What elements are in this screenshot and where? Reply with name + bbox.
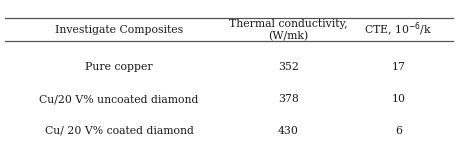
Text: Cu/ 20 V% coated diamond: Cu/ 20 V% coated diamond (44, 126, 194, 135)
Text: 352: 352 (278, 63, 299, 72)
Text: Investigate Composites: Investigate Composites (55, 25, 183, 35)
Text: Pure copper: Pure copper (85, 63, 153, 72)
Text: Cu/20 V% uncoated diamond: Cu/20 V% uncoated diamond (39, 94, 199, 104)
Text: CTE, 10$^{-6}$/k: CTE, 10$^{-6}$/k (364, 21, 433, 39)
Text: 6: 6 (395, 126, 402, 135)
Text: 10: 10 (392, 94, 405, 104)
Text: 378: 378 (278, 94, 299, 104)
Text: 430: 430 (278, 126, 299, 135)
Text: Thermal conductivity,
(W/mk): Thermal conductivity, (W/mk) (229, 19, 348, 41)
Text: 17: 17 (392, 63, 405, 72)
